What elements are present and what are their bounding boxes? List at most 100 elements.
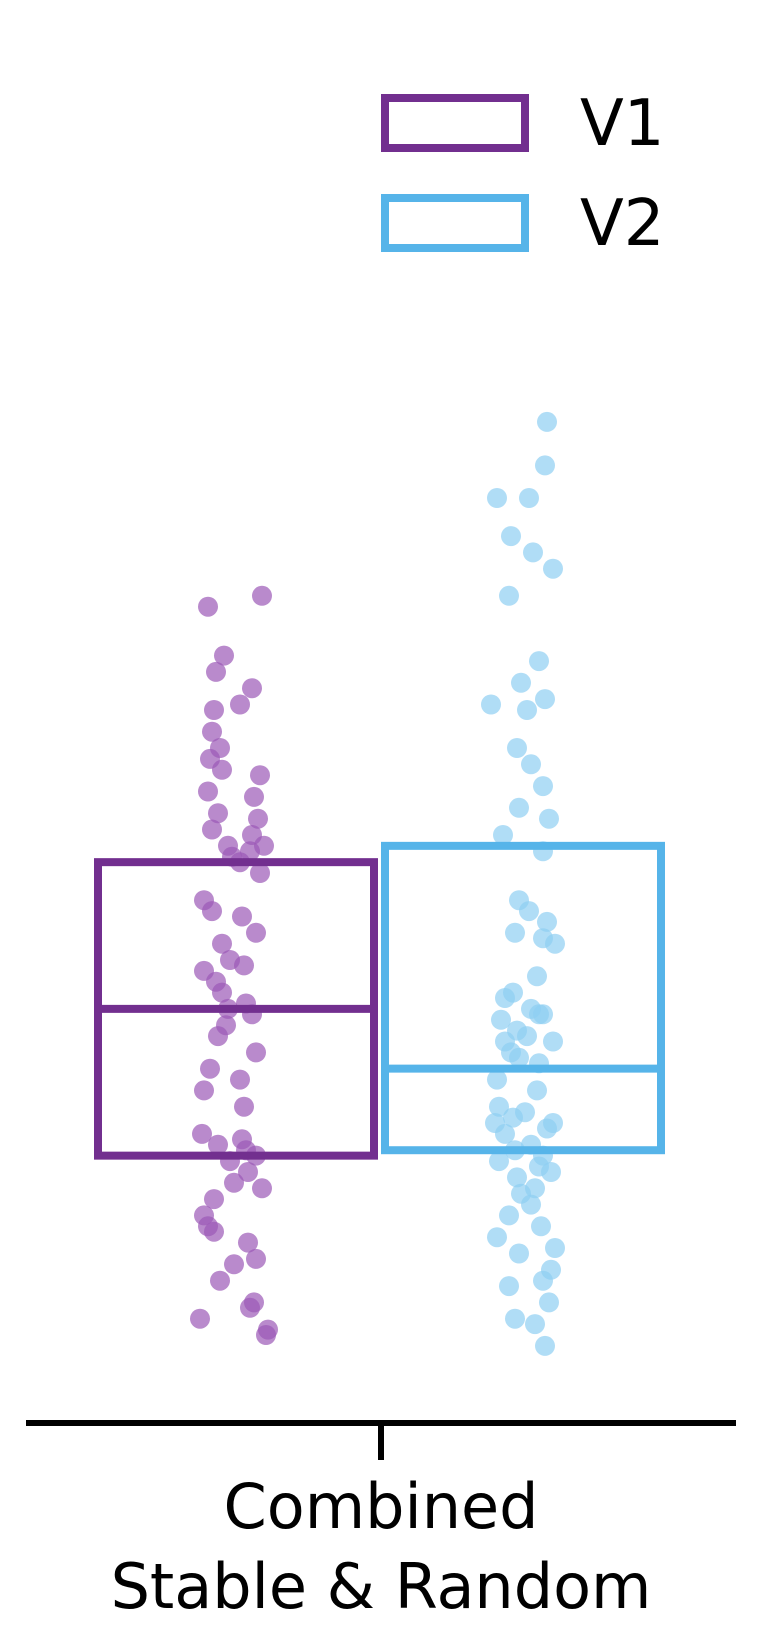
v2-data-point [499,1276,519,1297]
x-tick-label-line-1: Combined [224,1470,539,1543]
v2-data-point [505,922,525,943]
v2-data-point [527,1080,547,1101]
v2-data-point [489,1096,509,1117]
v2-data-point [501,526,521,547]
v2-data-point [539,808,559,829]
v1-data-point [256,1325,276,1345]
v2-data-point [503,1107,523,1128]
v2-data-point [487,1227,507,1248]
v2-data-point [521,1194,541,1215]
v1-data-point [200,1058,220,1079]
legend-label-v2: V2 [580,187,665,261]
v2-box [381,841,665,1155]
v2-data-point [509,797,529,818]
legend-label-v1: V1 [580,87,665,161]
v1-data-point [202,819,222,840]
v2-data-point [499,585,519,606]
v2-data-point [533,1270,553,1291]
v1-data-point [240,1297,260,1318]
v2-data-point [533,776,553,797]
v1-data-point [208,1026,228,1047]
v2-data-point [487,1069,507,1090]
v1-data-point [246,922,266,943]
v2-data-point [527,966,547,987]
v2-data-point [509,1243,529,1264]
v1-data-point [194,1080,214,1101]
v1-data-point [204,1189,224,1210]
v2-data-point [487,488,507,508]
v2-data-point [495,1123,515,1144]
v1-data-point [208,803,228,824]
v2-data-point [519,488,539,508]
v1-data-point [198,781,218,802]
v2-data-point [535,689,555,710]
v1-data-point [244,786,264,807]
v1-data-point [204,1221,224,1242]
v1-data-point [252,1178,272,1199]
v1-data-point [212,982,232,1003]
legend-swatch-v2 [381,194,529,252]
v2-data-point [529,1004,549,1025]
legend-swatch-v1 [381,94,529,152]
v1-data-point [212,933,232,954]
v1-data-point [202,721,222,742]
v1-data-point [224,1172,244,1193]
v2-data-point [509,1047,529,1068]
v1-data-point [208,1134,228,1155]
v1-data-point [202,901,222,922]
v2-data-point [537,411,557,432]
boxes-layer [94,841,665,1160]
v1-data-point [234,1096,254,1117]
v2-data-point [539,1292,559,1313]
v1-data-point [238,1232,258,1253]
v1-data-point [232,906,252,927]
v2-data-point [529,651,549,672]
v1-data-point [214,645,234,666]
v1-data-point [238,1162,258,1182]
v2-data-point [545,933,565,954]
v2-data-point [489,1151,509,1172]
v2-data-point [493,825,513,845]
v2-data-point [517,700,537,720]
v2-data-point [541,1162,561,1182]
x-axis: Combined Stable & Random [26,1420,736,1623]
v2-data-point [481,694,501,715]
v2-data-point [505,1308,525,1329]
v1-data-point [250,765,270,786]
v2-data-point [521,754,541,775]
v1-data-point [242,678,262,699]
v2-data-point [535,1335,555,1356]
v2-data-point [543,558,563,579]
v1-data-point [192,1123,212,1144]
v2-data-point [499,1205,519,1226]
v1-data-point [190,1308,210,1329]
v1-data-point [224,1254,244,1275]
points-layer [190,411,565,1356]
v2-data-point [537,911,557,932]
v1-data-point [250,863,270,883]
v2-data-point [543,1031,563,1052]
v1-data-point [230,1069,250,1090]
v2-data-point [507,1167,527,1188]
v1-data-point [204,700,224,720]
v2-data-point [519,901,539,922]
v2-data-point [491,1009,511,1030]
v2-data-point [495,988,515,1008]
v1-data-point [248,808,268,829]
v1-data-point [252,585,272,606]
v1-data-point [234,955,254,976]
v1-data-point [230,694,250,715]
v1-data-point [246,1248,266,1269]
v2-data-point [531,1216,551,1237]
v2-data-point [537,1118,557,1139]
v2-data-point [517,1026,537,1047]
v1-data-point [246,1042,266,1063]
v1-data-point [210,1270,230,1291]
v1-data-point [212,759,232,780]
v2-data-point [511,672,531,693]
v2-data-point [525,1314,545,1335]
v1-data-point [206,661,226,682]
v2-data-point [507,738,527,758]
